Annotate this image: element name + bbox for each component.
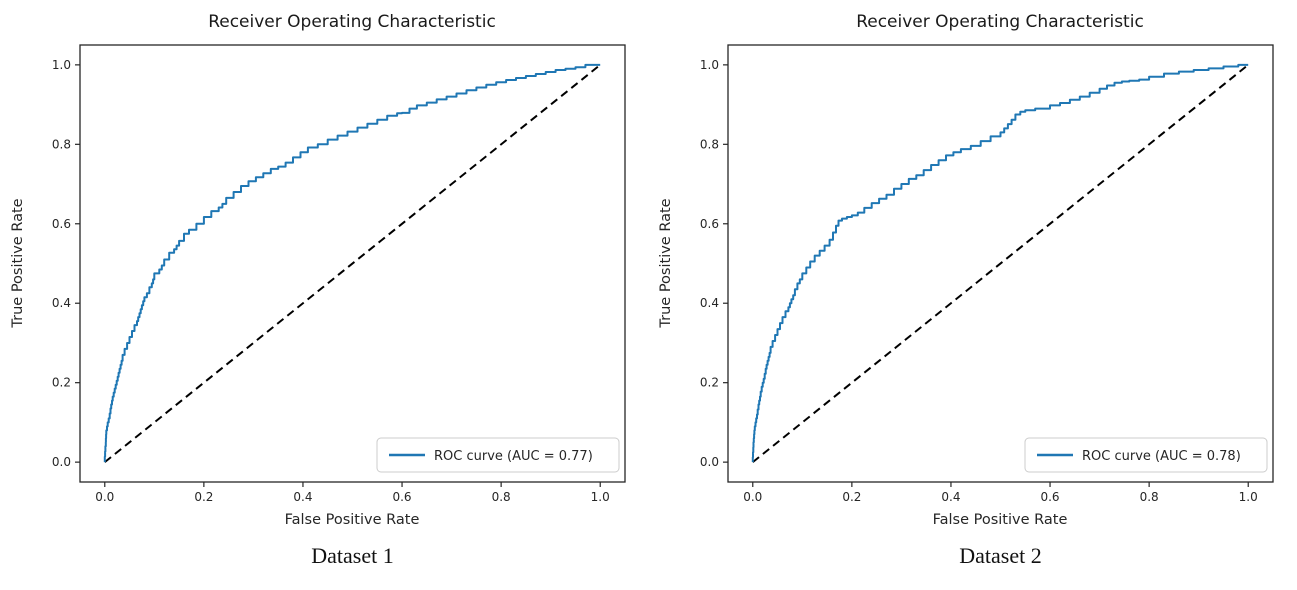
x-axis-label: False Positive Rate bbox=[285, 512, 420, 528]
x-tick-label: 0.0 bbox=[743, 490, 762, 504]
y-tick-label: 0.2 bbox=[52, 376, 71, 390]
x-axis-label: False Positive Rate bbox=[933, 512, 1068, 528]
y-tick-label: 0.0 bbox=[52, 455, 71, 469]
subplot-caption: Dataset 1 bbox=[311, 543, 394, 568]
y-tick-label: 0.4 bbox=[52, 296, 71, 310]
legend: ROC curve (AUC = 0.78) bbox=[1024, 437, 1268, 473]
y-tick-label: 0.0 bbox=[700, 455, 719, 469]
roc-plot-2: Receiver Operating Characteristic 0.0 0.2… bbox=[658, 12, 1274, 528]
legend-label: ROC curve (AUC = 0.78) bbox=[1082, 449, 1241, 464]
y-tick-label: 0.6 bbox=[700, 217, 719, 231]
roc-plot-1: Receiver Operating Characteristic 0.0 0.2… bbox=[10, 12, 626, 528]
x-tick-label: 0.8 bbox=[1140, 490, 1159, 504]
x-tick-label: 0.0 bbox=[95, 490, 114, 504]
figure-panel-dataset-1: Receiver Operating Characteristic 0.0 0.2… bbox=[0, 0, 648, 590]
y-tick-label: 0.6 bbox=[52, 217, 71, 231]
roc-curve bbox=[751, 63, 1249, 463]
x-tick-label: 0.2 bbox=[842, 490, 861, 504]
x-tick-label: 1.0 bbox=[591, 490, 610, 504]
x-tick-label: 0.4 bbox=[293, 490, 312, 504]
x-ticks: 0.0 0.2 0.4 0.6 0.8 1.0 bbox=[95, 482, 610, 504]
subplot-caption: Dataset 2 bbox=[959, 543, 1042, 568]
chance-diagonal-line bbox=[752, 64, 1249, 463]
x-tick-label: 0.6 bbox=[1040, 490, 1059, 504]
y-axis-label: True Positive Rate bbox=[10, 198, 26, 328]
y-tick-label: 0.8 bbox=[700, 137, 719, 151]
y-axis-label: True Positive Rate bbox=[658, 198, 674, 328]
axes-frame bbox=[727, 44, 1274, 483]
chart-title: Receiver Operating Characteristic bbox=[856, 12, 1144, 32]
axes-frame bbox=[79, 44, 626, 483]
x-tick-label: 0.6 bbox=[392, 490, 411, 504]
legend-label: ROC curve (AUC = 0.77) bbox=[434, 449, 593, 464]
legend-box bbox=[1024, 437, 1268, 473]
x-tick-label: 0.4 bbox=[941, 490, 960, 504]
chance-diagonal-line bbox=[104, 64, 601, 463]
x-tick-label: 0.8 bbox=[492, 490, 511, 504]
legend-box bbox=[376, 437, 620, 473]
y-tick-label: 0.2 bbox=[700, 376, 719, 390]
y-ticks: 0.0 0.2 0.4 0.6 0.8 1.0 bbox=[700, 58, 728, 469]
y-tick-label: 1.0 bbox=[52, 58, 71, 72]
chart-title: Receiver Operating Characteristic bbox=[208, 12, 496, 32]
x-ticks: 0.0 0.2 0.4 0.6 0.8 1.0 bbox=[743, 482, 1258, 504]
legend: ROC curve (AUC = 0.77) bbox=[376, 437, 620, 473]
y-ticks: 0.0 0.2 0.4 0.6 0.8 1.0 bbox=[52, 58, 80, 469]
figure-panel-dataset-2: Receiver Operating Characteristic 0.0 0.2… bbox=[648, 0, 1296, 590]
y-tick-label: 0.4 bbox=[700, 296, 719, 310]
y-tick-label: 1.0 bbox=[700, 58, 719, 72]
x-tick-label: 1.0 bbox=[1239, 490, 1258, 504]
roc-curve bbox=[103, 63, 601, 463]
x-tick-label: 0.2 bbox=[194, 490, 213, 504]
y-tick-label: 0.8 bbox=[52, 137, 71, 151]
